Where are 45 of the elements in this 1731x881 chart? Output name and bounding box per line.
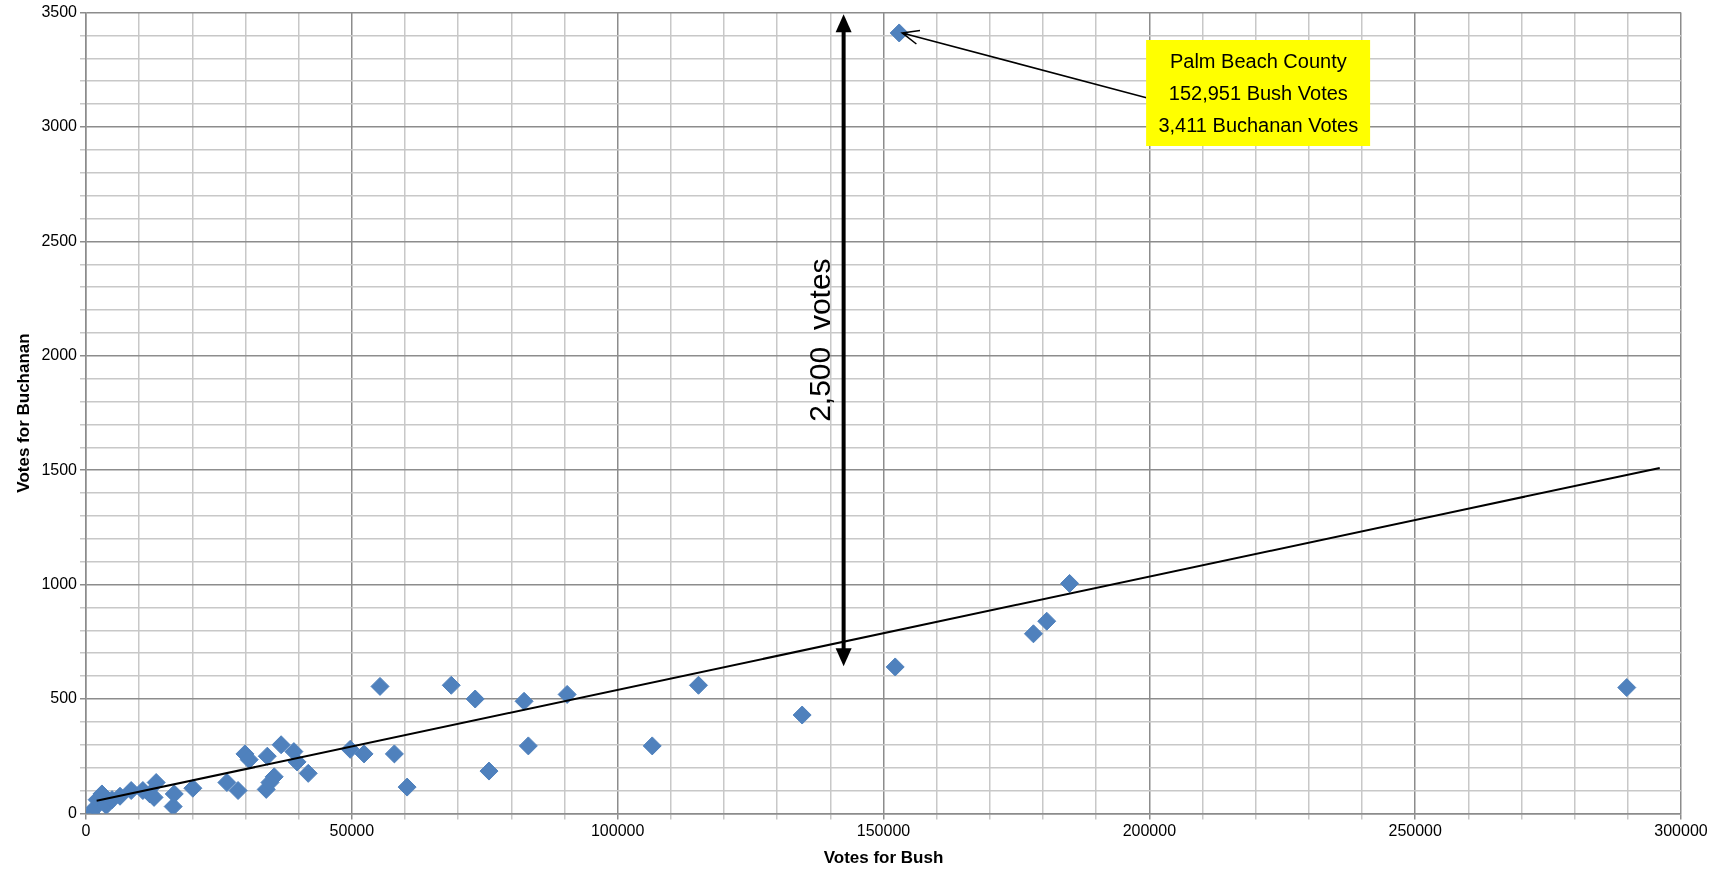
point — [885, 657, 905, 677]
annotation: 2,500 votes — [802, 258, 836, 422]
point — [1037, 611, 1057, 631]
y-tick-label: 3000 — [41, 117, 78, 135]
point — [688, 675, 708, 695]
point — [792, 705, 812, 725]
point — [441, 675, 461, 695]
point — [1023, 624, 1043, 644]
y-tick-label: 3500 — [41, 3, 78, 21]
point — [217, 773, 237, 793]
point — [370, 676, 390, 696]
y-axis-title: Votes for Buchanan — [13, 333, 33, 493]
point — [642, 736, 662, 756]
point — [557, 684, 577, 704]
y-tick-label: 2000 — [41, 346, 78, 364]
x-tick-label: 100000 — [590, 822, 645, 840]
point — [514, 691, 534, 711]
point — [889, 23, 909, 43]
x-tick-label: 0 — [81, 822, 91, 840]
point — [298, 763, 318, 783]
x-tick-label: 200000 — [1122, 822, 1177, 840]
x-tick-label: 300000 — [1654, 822, 1708, 840]
point — [183, 778, 203, 798]
point — [164, 784, 184, 804]
y-tick-label: 2500 — [41, 231, 78, 249]
point — [397, 777, 417, 797]
point — [384, 744, 404, 764]
y-tick-label: 1000 — [41, 575, 78, 593]
point — [1617, 678, 1637, 698]
point — [465, 689, 485, 709]
x-tick-label: 250000 — [1388, 822, 1442, 840]
y-tick-label: 1500 — [41, 460, 78, 478]
point — [1060, 573, 1080, 593]
point — [271, 735, 291, 755]
x-axis-title: Votes for Bush — [823, 848, 944, 868]
point — [257, 746, 277, 766]
x-tick-label: 50000 — [329, 822, 375, 840]
point — [518, 736, 538, 756]
annotation: Palm Beach County 152,951 Bush Votes 3,411 Buchanan Votes — [1146, 39, 1371, 146]
x-tick-label: 150000 — [856, 822, 911, 840]
y-tick-label: 0 — [68, 803, 78, 821]
point — [479, 761, 499, 781]
point — [228, 781, 248, 801]
y-tick-label: 500 — [50, 689, 78, 707]
point — [354, 744, 374, 764]
